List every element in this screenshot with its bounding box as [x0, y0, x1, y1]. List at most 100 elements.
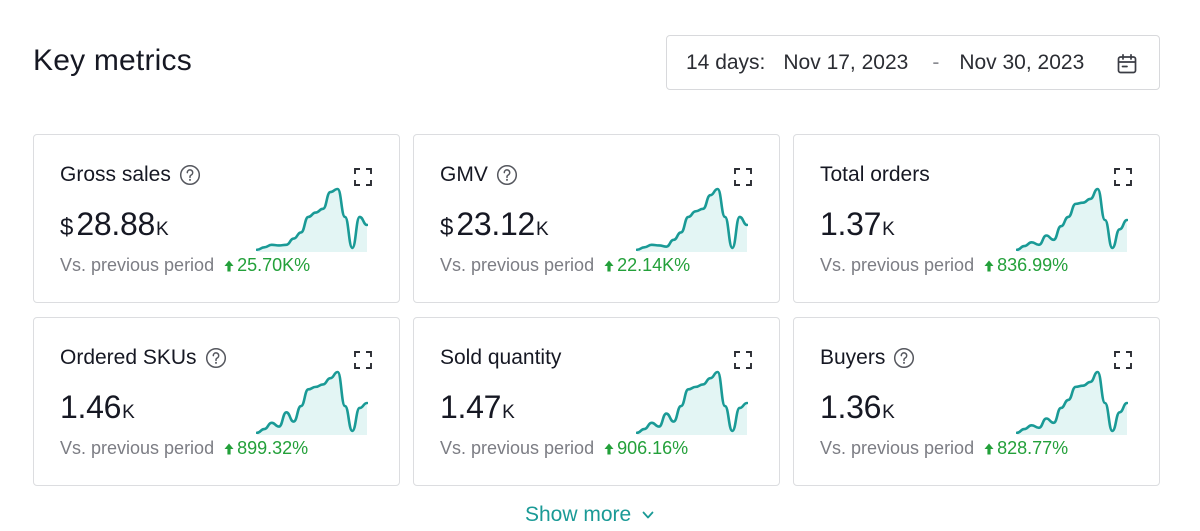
metric-comparison: Vs. previous period 906.16%	[440, 438, 688, 459]
date-range-end[interactable]: Nov 30, 2023	[959, 50, 1085, 74]
metric-unit: K	[882, 219, 895, 240]
expand-icon[interactable]	[1113, 350, 1133, 370]
metric-value: 1.36 K	[820, 389, 895, 426]
metric-title-row: GMV	[440, 163, 518, 187]
expand-icon[interactable]	[353, 350, 373, 370]
metric-title-row: Ordered SKUs	[60, 346, 227, 370]
sparkline-chart	[1016, 370, 1128, 435]
sparkline-area	[1017, 372, 1127, 435]
comparison-label: Vs. previous period	[60, 255, 215, 275]
metric-card-gmv[interactable]: GMV $23.12 K Vs. previous period 22.14K%	[413, 134, 780, 303]
sparkline-area	[637, 372, 747, 435]
metric-unit: K	[882, 402, 895, 423]
comparison-label: Vs. previous period	[440, 438, 595, 458]
sparkline-chart	[636, 370, 748, 435]
date-range-separator: -	[932, 50, 940, 74]
metric-card-ordered-skus[interactable]: Ordered SKUs 1.46 K Vs. previous period 899.…	[33, 317, 400, 486]
sparkline-line	[636, 370, 748, 435]
metric-unit: K	[502, 402, 515, 423]
sparkline-area	[257, 189, 367, 252]
date-range-start[interactable]: Nov 17, 2023	[783, 50, 909, 74]
comparison-label: Vs. previous period	[820, 438, 975, 458]
metric-card-gross-sales[interactable]: Gross sales $28.88 K Vs. previous period 25.…	[33, 134, 400, 303]
comparison-change: 906.16%	[617, 438, 689, 458]
comparison-change: 25.70K%	[237, 255, 311, 275]
arrow-up-icon	[604, 260, 614, 271]
metric-value: 1.46 K	[60, 389, 135, 426]
metric-unit: K	[155, 219, 169, 240]
sparkline-line	[256, 187, 368, 252]
comparison-label: Vs. previous period	[60, 438, 215, 458]
arrow-up-icon	[984, 443, 994, 454]
metric-comparison: Vs. previous period 836.99%	[820, 255, 1068, 276]
metric-title: Sold quantity	[440, 346, 562, 369]
metric-currency: $	[60, 214, 74, 241]
question-circle-icon[interactable]	[179, 164, 201, 186]
metric-value: 1.37 K	[820, 206, 895, 243]
metric-number: 1.37	[820, 206, 882, 242]
metric-comparison: Vs. previous period 828.77%	[820, 438, 1068, 459]
chevron-down-icon	[642, 511, 654, 519]
sparkline-chart	[256, 370, 368, 435]
question-circle-icon[interactable]	[496, 164, 518, 186]
date-range-label: 14 days:	[686, 50, 766, 74]
metric-value: 1.47 K	[440, 389, 515, 426]
sparkline-area	[257, 372, 367, 435]
sparkline-chart	[1016, 187, 1128, 252]
metric-title: Total orders	[820, 163, 930, 186]
metric-value: $28.88 K	[60, 206, 169, 243]
arrow-up-icon	[984, 260, 994, 271]
sparkline-line	[256, 370, 368, 435]
arrow-up-icon	[604, 443, 614, 454]
comparison-change: 828.77%	[997, 438, 1069, 458]
metric-number: 1.36	[820, 389, 882, 425]
comparison-label: Vs. previous period	[440, 255, 595, 275]
metric-card-total-orders[interactable]: Total orders 1.37 K Vs. previous period 836.…	[793, 134, 1160, 303]
metric-title-row: Gross sales	[60, 163, 201, 187]
metric-number: 1.46	[60, 389, 122, 425]
comparison-change: 899.32%	[237, 438, 309, 458]
sparkline-chart	[636, 187, 748, 252]
metric-title-row: Total orders	[820, 163, 930, 187]
sparkline-line	[1016, 370, 1128, 435]
sparkline-line	[636, 187, 748, 252]
sparkline-line	[1016, 187, 1128, 252]
metric-card-buyers[interactable]: Buyers 1.36 K Vs. previous period 828.77%	[793, 317, 1160, 486]
metric-title: GMV	[440, 163, 488, 186]
metric-currency: $	[440, 214, 454, 241]
comparison-label: Vs. previous period	[820, 255, 975, 275]
metric-comparison: Vs. previous period 22.14K%	[440, 255, 690, 276]
show-more-button[interactable]: Show more	[525, 503, 655, 527]
question-circle-icon[interactable]	[893, 347, 915, 369]
metric-value: $23.12 K	[440, 206, 549, 243]
metric-number: 28.88	[76, 206, 155, 242]
sparkline-area	[637, 189, 747, 252]
metric-number: 1.47	[440, 389, 502, 425]
arrow-up-icon	[224, 260, 234, 271]
expand-icon[interactable]	[1113, 167, 1133, 187]
sparkline-area	[1017, 189, 1127, 252]
metric-title-row: Buyers	[820, 346, 915, 370]
sparkline-chart	[256, 187, 368, 252]
expand-icon[interactable]	[353, 167, 373, 187]
expand-icon[interactable]	[733, 167, 753, 187]
metric-card-sold-quantity[interactable]: Sold quantity 1.47 K Vs. previous period 906…	[413, 317, 780, 486]
metric-unit: K	[535, 219, 549, 240]
arrow-up-icon	[224, 443, 234, 454]
metric-title-row: Sold quantity	[440, 346, 561, 370]
page-title: Key metrics	[33, 44, 192, 77]
expand-icon[interactable]	[733, 350, 753, 370]
metric-title: Buyers	[820, 346, 886, 369]
calendar-icon[interactable]	[1116, 53, 1138, 75]
show-more-label: Show more	[525, 503, 632, 526]
metric-number: 23.12	[456, 206, 535, 242]
date-range-picker[interactable]: 14 days: Nov 17, 2023 - Nov 30, 2023	[666, 35, 1160, 90]
metric-unit: K	[122, 402, 135, 423]
comparison-change: 22.14K%	[617, 255, 691, 275]
metric-title: Ordered SKUs	[60, 346, 197, 369]
metric-comparison: Vs. previous period 899.32%	[60, 438, 308, 459]
metric-title: Gross sales	[60, 163, 171, 186]
question-circle-icon[interactable]	[205, 347, 227, 369]
metric-comparison: Vs. previous period 25.70K%	[60, 255, 310, 276]
comparison-change: 836.99%	[997, 255, 1069, 275]
